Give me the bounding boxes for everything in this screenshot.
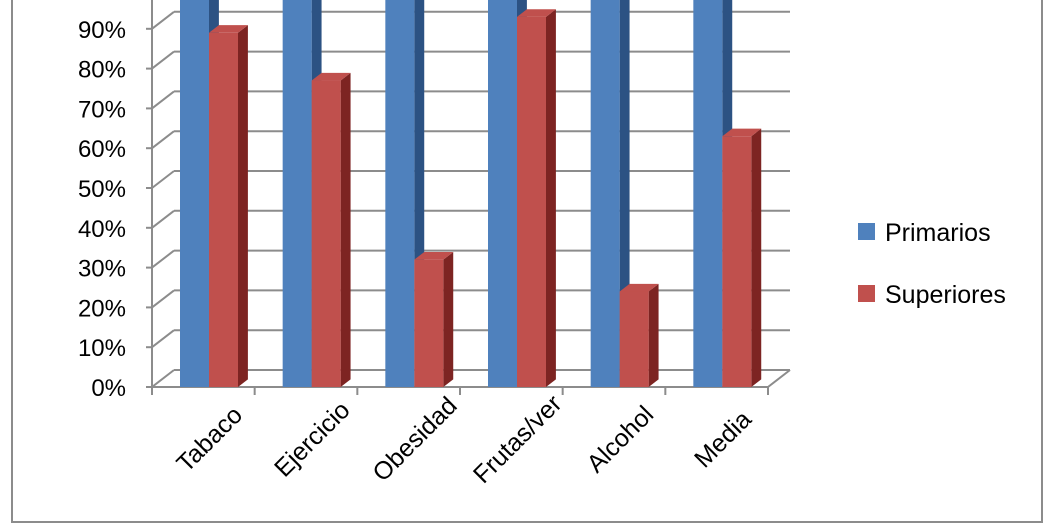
legend: Primarios Superiores (858, 219, 1006, 309)
gridline-diagonal (151, 329, 175, 348)
bar-front (488, 0, 517, 387)
bar-superiores-2 (414, 251, 454, 387)
gridline-diagonal (151, 11, 175, 30)
bar-superiores-5 (722, 128, 762, 388)
bar-primarios-4 (590, 0, 630, 387)
bar-top (722, 128, 762, 137)
legend-label: Superiores (885, 281, 1006, 309)
bar-superiores-4 (619, 283, 659, 387)
bar-front (180, 0, 209, 387)
chart-frame (11, 0, 1043, 523)
bar-top (311, 72, 351, 81)
floor-right-edge (767, 369, 791, 388)
y-tick-label: 10% (78, 335, 126, 362)
y-tick-label: 100% (65, 0, 126, 4)
bar-front (414, 259, 444, 387)
bar-front (311, 80, 341, 387)
y-tick-label: 40% (78, 216, 126, 243)
bar-side (340, 72, 351, 387)
y-tick-label: 20% (78, 295, 126, 322)
x-category-label: Media (689, 405, 757, 473)
bar-front (517, 16, 546, 388)
bar-front (693, 0, 723, 387)
bar-superiores-3 (517, 9, 556, 388)
bar-front (385, 0, 415, 387)
bar-side (546, 9, 556, 388)
gridline-diagonal (151, 369, 175, 388)
bar-front (722, 136, 752, 387)
bar-side (751, 128, 762, 388)
x-category-label: Alcohol (581, 400, 659, 478)
y-tick-label: 80% (78, 57, 126, 84)
x-category-label: Tabaco (171, 401, 248, 478)
bar-superiores-0 (209, 25, 248, 387)
y-tick-label: 90% (78, 17, 126, 44)
gridlines (151, 10, 791, 388)
gridline-diagonal (151, 289, 175, 309)
bar-top (619, 283, 659, 292)
gridline-diagonal (151, 249, 175, 269)
y-tick-label: 0% (91, 375, 126, 402)
bar-top (209, 25, 248, 33)
gridline-diagonal (151, 130, 175, 149)
y-tick-label: 50% (78, 176, 126, 203)
bar-primarios-2 (385, 0, 425, 387)
x-category-label: Frutas/ver (468, 390, 567, 489)
bar-side (443, 251, 454, 387)
gridline-diagonal (151, 170, 175, 189)
x-category-label: Ejercicio (269, 396, 356, 483)
y-tick-label: 70% (78, 96, 126, 123)
gridline-diagonal (151, 50, 175, 70)
legend-label: Primarios (885, 219, 991, 247)
legend-swatch (858, 285, 875, 302)
x-category-label: Obesidad (367, 392, 462, 487)
bar-side (648, 283, 659, 387)
bar-front (619, 291, 649, 387)
gridline-diagonal (151, 210, 175, 229)
axes (146, 0, 769, 395)
x-category-labels: Tabaco Ejercicio Obesidad Frutas/ver Alcohol… (171, 390, 757, 489)
y-tick-label: 30% (78, 256, 126, 283)
gridline-diagonal (151, 90, 175, 110)
y-tick-label: 60% (78, 136, 126, 163)
bar-top (517, 9, 556, 17)
bar-side (238, 25, 248, 387)
legend-swatch (858, 223, 875, 240)
bar-front (590, 0, 620, 387)
bar-front (209, 32, 238, 387)
bar-superiores-1 (311, 72, 351, 387)
y-tick-labels: 0% 10% 20% 30% 40% 50% 60% 70% 80% 90% 100% (65, 0, 126, 402)
bars (180, 0, 762, 388)
bar-front (282, 0, 312, 387)
bar-top (414, 251, 454, 260)
